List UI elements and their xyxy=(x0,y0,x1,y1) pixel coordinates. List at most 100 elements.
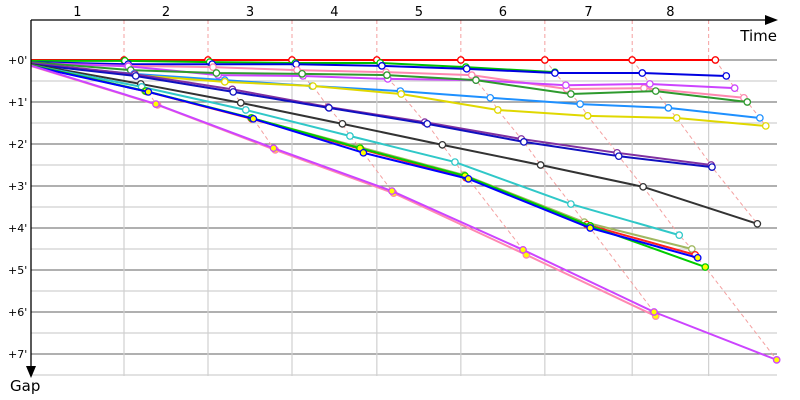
data-point xyxy=(229,88,238,96)
data-point xyxy=(664,104,673,112)
data-point xyxy=(131,72,140,80)
data-point xyxy=(772,356,781,364)
y-tick-label: +3' xyxy=(8,180,27,193)
data-point xyxy=(722,72,731,80)
x-tick-label: 8 xyxy=(666,5,674,20)
data-point xyxy=(462,64,471,73)
data-point xyxy=(451,158,459,166)
data-point xyxy=(309,82,317,90)
data-point xyxy=(236,98,245,107)
data-point xyxy=(269,144,278,153)
x-tick-label: 3 xyxy=(246,5,254,20)
data-point xyxy=(388,187,396,195)
y-tick-label: +1' xyxy=(8,96,27,109)
data-point xyxy=(639,182,647,191)
data-point xyxy=(325,104,333,112)
series xyxy=(30,64,684,239)
data-point xyxy=(561,81,570,90)
data-point xyxy=(567,90,575,98)
data-point xyxy=(397,90,406,98)
data-point xyxy=(298,70,306,78)
y-tick-label: +0' xyxy=(8,54,27,67)
y-tick-label: +4' xyxy=(8,222,27,235)
data-point xyxy=(152,100,160,108)
series xyxy=(30,61,752,106)
data-point xyxy=(209,63,217,71)
x-axis-arrow-icon xyxy=(765,15,778,25)
data-point xyxy=(743,98,752,106)
data-point xyxy=(144,88,153,96)
data-point xyxy=(638,69,647,77)
axes: Time Gap xyxy=(10,15,778,395)
x-tick-label: 7 xyxy=(584,5,592,20)
data-point xyxy=(551,69,559,77)
data-point xyxy=(640,84,648,92)
x-tick-label: 1 xyxy=(73,5,81,20)
data-point xyxy=(687,245,696,253)
data-point xyxy=(756,114,764,122)
data-point xyxy=(540,56,549,64)
data-point xyxy=(711,56,720,64)
y-tick-label: +2' xyxy=(8,138,27,151)
data-point xyxy=(536,161,545,169)
data-point xyxy=(493,106,502,114)
data-point xyxy=(753,219,762,228)
data-point xyxy=(701,263,710,271)
x-tick-label: 6 xyxy=(499,5,507,20)
y-tick-label: +7' xyxy=(8,348,27,361)
data-point xyxy=(628,56,637,64)
x-tick-label: 4 xyxy=(330,5,338,20)
data-point xyxy=(708,163,716,171)
data-point xyxy=(761,122,770,130)
x-axis-title: Time xyxy=(739,27,777,45)
data-point xyxy=(651,87,660,95)
series-line xyxy=(30,63,713,169)
data-point xyxy=(464,175,473,183)
y-axis-arrow-icon xyxy=(26,366,36,378)
data-point xyxy=(576,100,584,108)
x-tick-labels: 1 2 3 4 5 6 7 8 xyxy=(73,5,674,20)
data-point xyxy=(519,138,528,146)
data-point xyxy=(672,114,681,122)
data-point xyxy=(486,93,495,102)
data-point xyxy=(467,71,476,79)
data-point xyxy=(472,76,480,85)
data-point xyxy=(220,77,229,86)
series xyxy=(30,63,716,171)
y-tick-label: +5' xyxy=(8,264,27,277)
data-point xyxy=(567,200,575,208)
data-point xyxy=(249,114,258,123)
x-tick-label: 5 xyxy=(415,5,423,20)
data-point xyxy=(586,224,595,232)
data-point xyxy=(212,69,221,77)
data-point xyxy=(338,119,347,128)
data-point xyxy=(456,56,465,64)
data-point xyxy=(650,308,658,316)
data-point xyxy=(675,231,684,239)
series xyxy=(30,63,770,130)
data-point xyxy=(378,62,386,70)
data-point xyxy=(645,80,654,88)
series-line xyxy=(30,64,706,269)
data-point xyxy=(730,84,739,92)
series-group xyxy=(30,56,781,364)
series xyxy=(30,64,702,262)
data-point xyxy=(383,71,391,79)
data-point xyxy=(583,112,592,120)
data-point xyxy=(438,140,447,149)
data-point xyxy=(614,152,623,161)
series xyxy=(30,63,762,228)
data-point xyxy=(359,148,368,157)
data-point xyxy=(519,245,527,254)
y-tick-label: +6' xyxy=(8,306,27,319)
series-line xyxy=(30,63,758,225)
data-point xyxy=(346,132,354,140)
y-axis-title: Gap xyxy=(10,377,40,395)
x-tick-label: 2 xyxy=(162,5,170,20)
data-point xyxy=(241,106,250,114)
data-point xyxy=(423,119,432,128)
series xyxy=(30,64,781,364)
series-line xyxy=(30,64,778,361)
data-point xyxy=(693,253,702,262)
